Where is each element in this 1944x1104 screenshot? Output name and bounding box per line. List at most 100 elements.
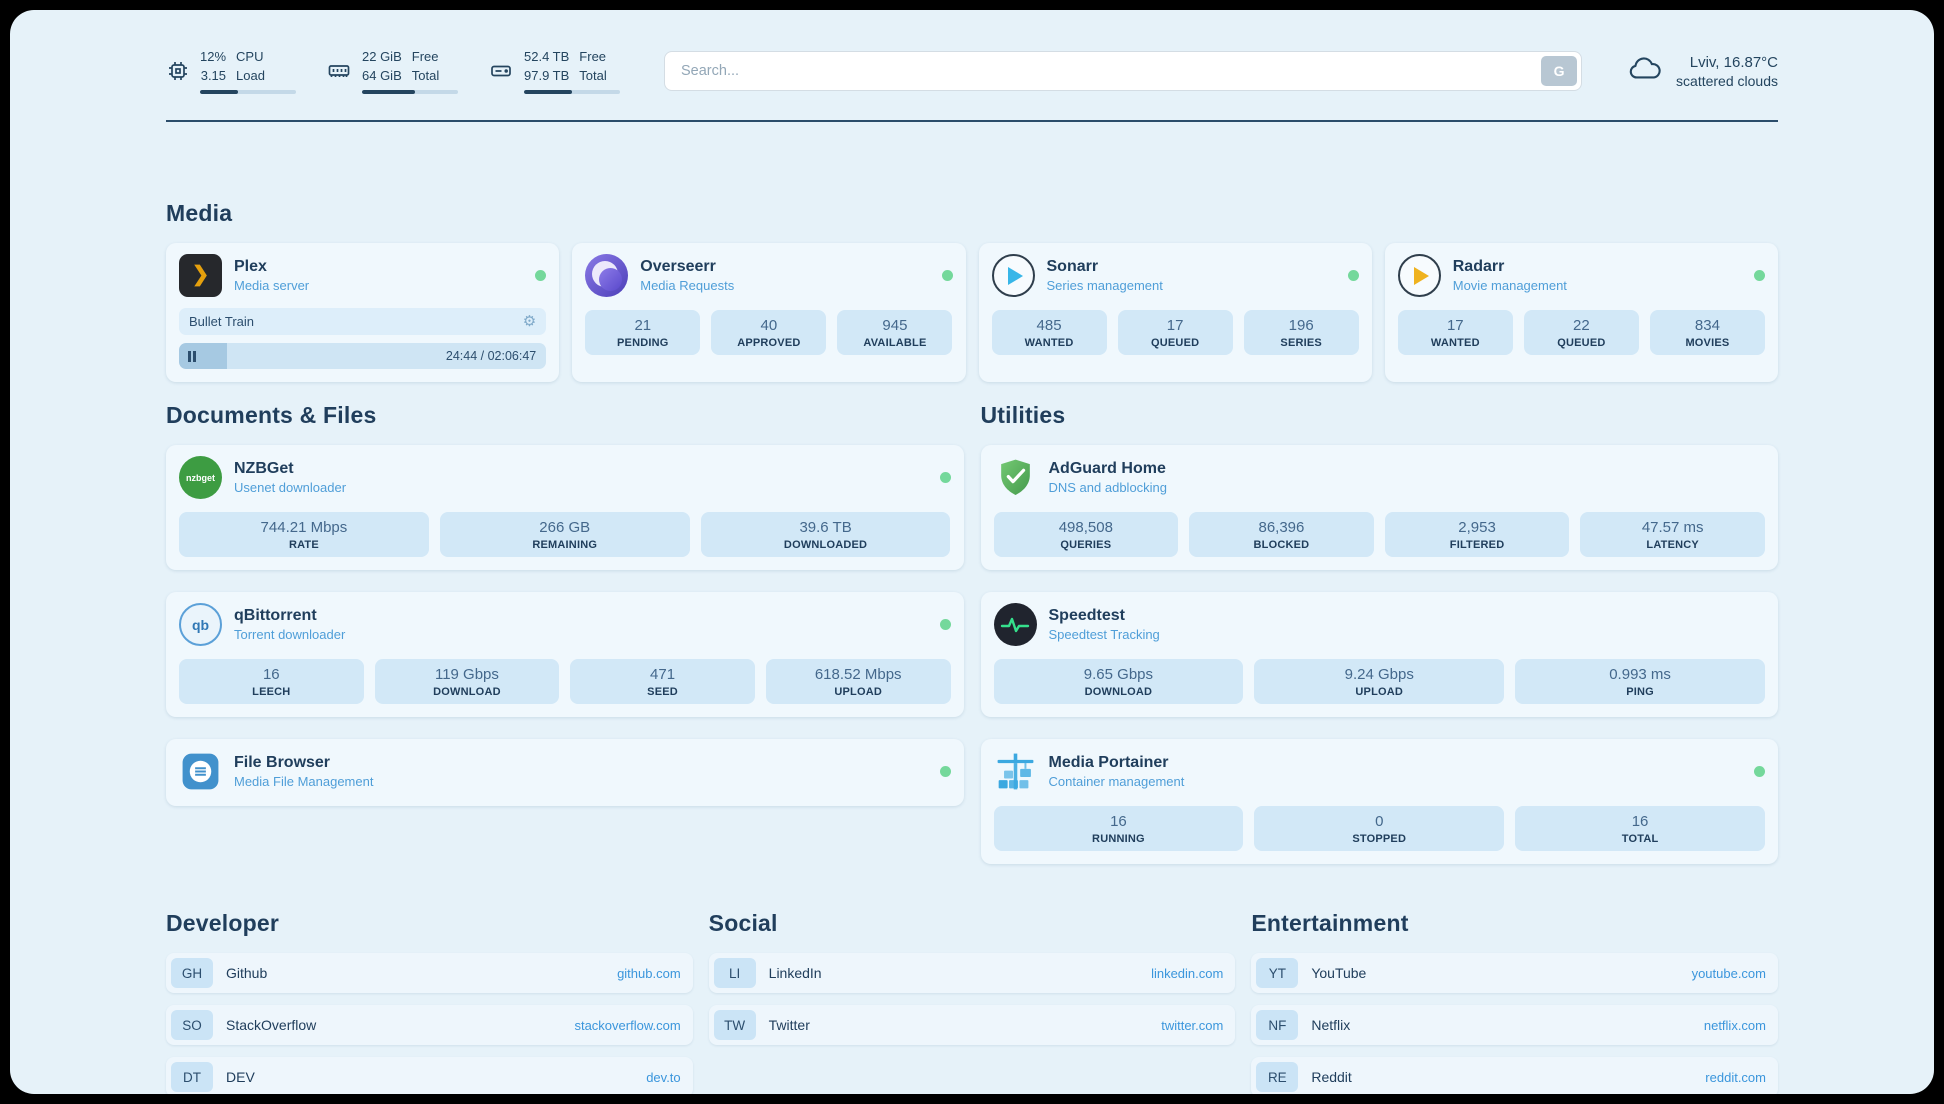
disk-free-value: 52.4 TB [524,48,570,64]
link-github[interactable]: GH Github github.com [166,953,693,993]
playback-progress-bar[interactable]: 24:44 / 02:06:47 [179,343,547,369]
stat-latency: 47.57 ms LATENCY [1580,512,1765,557]
gear-icon[interactable]: ⚙ [522,313,537,330]
app-card-qbittorrent[interactable]: qb qBittorrent Torrent downloader 16 LEEC… [166,592,964,717]
app-name: qBittorrent [234,607,317,624]
weather-description: scattered clouds [1676,72,1778,89]
now-playing-row: Bullet Train ⚙ [179,308,547,335]
developer-column: Developer GH Github github.com SO StackO… [166,910,693,1094]
link-stackoverflow[interactable]: SO StackOverflow stackoverflow.com [166,1005,693,1045]
filebrowser-icon [179,750,222,793]
documents-column: Documents & Files nzbget NZBGet Usenet d… [166,402,964,806]
search-bar: G [664,51,1583,91]
app-card-plex[interactable]: ❯ Plex Media server Bullet Train ⚙ 24:44 [166,243,560,382]
app-card-portainer[interactable]: Media Portainer Container management 16 R… [980,739,1778,864]
app-subtitle: Media server [234,278,310,293]
search-input[interactable] [664,51,1583,91]
cpu-usage-value: 12% [200,48,227,64]
radarr-icon [1397,254,1441,297]
app-card-speedtest[interactable]: Speedtest Speedtest Tracking 9.65 Gbps DO… [980,592,1778,717]
disk-icon [488,59,514,83]
media-grid: ❯ Plex Media server Bullet Train ⚙ 24:44 [166,243,1778,382]
app-subtitle: Container management [1048,774,1185,789]
status-dot [939,766,951,777]
ram-monitor: 22 GiB 64 GiB Free Total [326,48,458,95]
stat-blocked: 86,396 BLOCKED [1189,512,1374,557]
stat-remaining: 266 GB REMAINING [439,512,690,557]
disk-total-label: Total [579,67,607,83]
disk-free-label: Free [579,48,607,64]
system-monitors: 12% 3.15 CPU Load [166,48,620,95]
link-linkedin[interactable]: LI LinkedIn linkedin.com [708,953,1236,993]
stat-available: 945 AVAILABLE [837,310,953,355]
disk-progress-bar [524,90,620,95]
cpu-label: CPU [236,48,264,64]
app-name: Media Portainer [1048,754,1169,771]
section-title-utilities: Utilities [980,402,1066,428]
portainer-icon [994,750,1037,793]
section-title-media: Media [166,200,233,226]
status-dot [939,619,951,630]
section-title-entertainment: Entertainment [1251,910,1409,936]
stat-movies: 834 MOVIES [1649,310,1765,355]
dev-abbr-icon: DT [171,1062,213,1092]
app-card-radarr[interactable]: Radarr Movie management 17 WANTED 22 QUEUE… [1384,243,1778,382]
app-card-nzbget[interactable]: nzbget NZBGet Usenet downloader 744.21 M… [166,445,964,570]
app-subtitle: Speedtest Tracking [1048,627,1160,642]
app-name: NZBGet [234,460,294,477]
app-name: Plex [234,258,267,275]
cpu-icon [166,59,190,83]
overseerr-icon [585,254,629,297]
pause-icon[interactable] [188,350,196,362]
app-card-overseerr[interactable]: Overseerr Media Requests 21 PENDING 40 APP… [572,243,966,382]
stat-pending: 21 PENDING [585,310,701,355]
twitter-abbr-icon: TW [713,1010,756,1040]
app-card-filebrowser[interactable]: File Browser Media File Management [166,739,964,806]
stat-leech: 16 LEECH [179,659,364,704]
app-card-adguard[interactable]: AdGuard Home DNS and adblocking 498,508 Q… [980,445,1778,570]
cpu-monitor: 12% 3.15 CPU Load [166,48,296,95]
adguard-icon [994,456,1037,499]
stat-total: 16 TOTAL [1515,806,1765,851]
link-twitter[interactable]: TW Twitter twitter.com [708,1005,1236,1045]
app-name: File Browser [234,754,331,771]
app-subtitle: Media File Management [234,774,374,789]
section-title-developer: Developer [166,910,280,936]
search-engine-button[interactable]: G [1541,56,1578,86]
ram-total-label: Total [411,67,440,83]
stat-queued: 22 QUEUED [1523,310,1639,355]
app-name: AdGuard Home [1048,460,1166,477]
link-netflix[interactable]: NF Netflix netflix.com [1251,1005,1778,1045]
github-abbr-icon: GH [171,958,213,988]
sonarr-icon [991,254,1035,297]
status-dot [1347,270,1359,281]
status-dot [939,472,951,483]
app-card-sonarr[interactable]: Sonarr Series management 485 WANTED 17 QUE… [978,243,1372,382]
disk-total-value: 97.9 TB [524,67,570,83]
cpu-load-value: 3.15 [200,67,227,83]
link-reddit[interactable]: RE Reddit reddit.com [1251,1057,1778,1094]
ram-free-value: 22 GiB [362,48,402,64]
app-name: Overseerr [640,258,716,275]
header-divider [166,120,1778,122]
stat-upload: 618.52 Mbps UPLOAD [765,659,951,704]
app-name: Sonarr [1046,258,1099,275]
stat-wanted: 17 WANTED [1397,310,1513,355]
now-playing-title: Bullet Train [189,314,255,329]
disk-monitor: 52.4 TB 97.9 TB Free Total [488,48,620,95]
stat-stopped: 0 STOPPED [1254,806,1505,851]
cpu-load-label: Load [236,67,265,83]
link-youtube[interactable]: YT YouTube youtube.com [1251,953,1778,993]
section-title-social: Social [708,910,778,936]
qbittorrent-icon: qb [179,603,222,646]
social-column: Social LI LinkedIn linkedin.com TW Twitt… [708,910,1236,1057]
dashboard-page: 12% 3.15 CPU Load [10,10,1934,1094]
status-dot [1754,270,1765,281]
stat-downloaded: 39.6 TB DOWNLOADED [700,512,951,557]
stat-download: 119 Gbps DOWNLOAD [374,659,560,704]
stat-queued: 17 QUEUED [1117,310,1233,355]
link-dev[interactable]: DT DEV dev.to [166,1057,693,1094]
ram-icon [326,59,352,83]
stat-wanted: 485 WANTED [991,310,1107,355]
